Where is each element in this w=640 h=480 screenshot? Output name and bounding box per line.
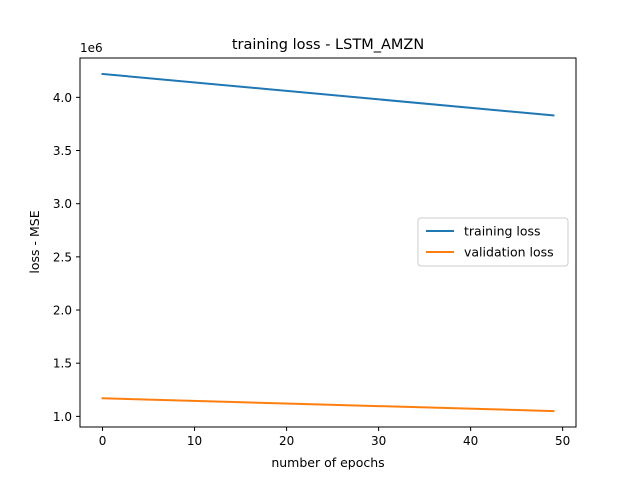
legend-label-validation-loss: validation loss <box>464 245 554 260</box>
chart-title: training loss - LSTM_AMZN <box>232 37 424 53</box>
legend-label-training-loss: training loss <box>464 224 541 239</box>
plot-frame <box>79 57 577 428</box>
y-tick-label-5: 3.5 <box>53 144 72 158</box>
x-axis-title: number of epochs <box>271 455 384 470</box>
x-axis-ticks: 0 10 20 30 40 50 <box>99 427 570 448</box>
x-tick-label-10: 10 <box>187 434 202 448</box>
y-tick-label-1: 1.5 <box>53 357 72 371</box>
y-tick-label-6: 4.0 <box>53 91 72 105</box>
y-axis-offset-label: 1e6 <box>80 41 103 55</box>
x-tick-label-20: 20 <box>279 434 294 448</box>
legend-box <box>417 217 569 267</box>
y-axis-title: loss - MSE <box>27 210 42 273</box>
series-lines <box>101 72 555 413</box>
x-tick-label-30: 30 <box>371 434 386 448</box>
x-tick-label-40: 40 <box>463 434 478 448</box>
y-tick-label-3: 2.5 <box>53 250 72 264</box>
y-tick-label-0: 1.0 <box>53 410 72 424</box>
series-line-validation-loss <box>101 397 555 413</box>
y-tick-label-2: 2.0 <box>53 304 72 318</box>
y-tick-label-4: 3.0 <box>53 197 72 211</box>
x-tick-label-50: 50 <box>555 434 570 448</box>
x-tick-label-0: 0 <box>99 434 107 448</box>
legend: training loss validation loss <box>417 217 569 267</box>
y-axis-ticks: 1.0 1.5 2.0 2.5 3.0 3.5 4.0 <box>53 91 80 424</box>
series-line-training-loss <box>101 72 555 117</box>
